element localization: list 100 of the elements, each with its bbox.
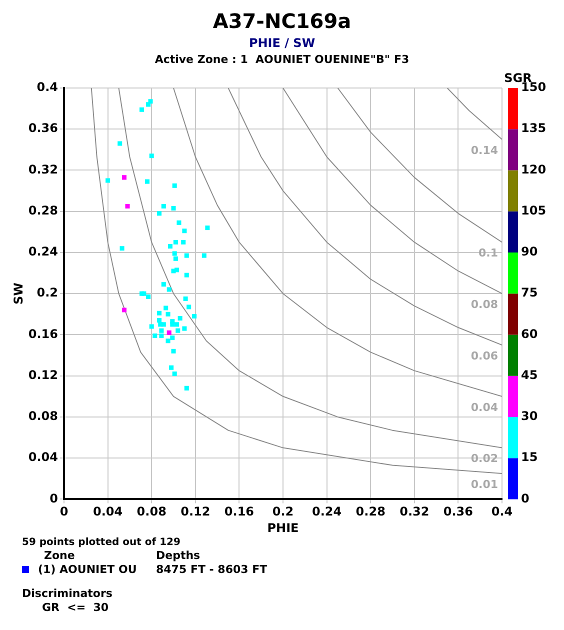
point xyxy=(184,386,189,390)
point xyxy=(146,102,151,107)
color-bar-label: 90 xyxy=(521,244,538,259)
y-tick-label: 0 xyxy=(50,491,58,506)
color-bar-label: 15 xyxy=(521,450,538,464)
point xyxy=(118,141,122,146)
series-label: 0.06 xyxy=(470,349,498,362)
point xyxy=(152,333,158,338)
point xyxy=(202,253,206,258)
x-tick-label: 0.32 xyxy=(400,504,430,519)
point xyxy=(182,228,187,234)
point xyxy=(149,324,154,329)
chart-subtitle: PHIE / SW xyxy=(248,35,316,52)
text: (1) AOUNIET OU xyxy=(38,563,138,577)
text: Active Zone : 1 AOUNIET OUENINE"B" F3 xyxy=(154,52,410,68)
point xyxy=(192,314,197,318)
color-bar-label: 30 xyxy=(521,409,538,424)
text: GR <= 30 xyxy=(42,601,110,615)
point xyxy=(181,240,186,244)
point xyxy=(106,178,110,183)
color-bar-label: 135 xyxy=(521,121,546,136)
series-label: 0.02 xyxy=(470,452,498,466)
x-tick-label: 0.4 xyxy=(491,504,513,519)
color-bar-label: 75 xyxy=(521,286,538,300)
point xyxy=(166,312,170,316)
point xyxy=(157,310,162,316)
point xyxy=(125,204,130,208)
point xyxy=(122,308,126,312)
point xyxy=(174,268,180,272)
y-axis-title: SW xyxy=(11,282,26,305)
point xyxy=(139,107,144,112)
point xyxy=(168,244,172,249)
point xyxy=(164,306,168,310)
point xyxy=(169,365,174,370)
y-tick-label: 0.08 xyxy=(28,409,58,424)
y-tick-label: 0.32 xyxy=(28,162,58,176)
point xyxy=(149,154,154,158)
point xyxy=(166,287,172,292)
x-tick-label: 0.2 xyxy=(272,504,294,519)
text: Depths xyxy=(156,549,202,563)
color-bar-label: 45 xyxy=(521,368,538,382)
series-label: 0.04 xyxy=(470,400,498,414)
point xyxy=(174,322,180,327)
x-tick-label: 0.12 xyxy=(180,504,210,519)
x-tick-label: 0.28 xyxy=(356,504,386,519)
y-tick-label: 0.04 xyxy=(28,450,58,464)
point xyxy=(159,328,164,333)
x-tick-label: 0.04 xyxy=(93,504,123,519)
y-tick-label: 0.28 xyxy=(28,203,58,218)
point xyxy=(166,338,170,344)
chart-title: A37-NC169a xyxy=(212,8,352,34)
x-axis-title: PHIE xyxy=(267,520,299,535)
point xyxy=(159,333,164,338)
color-bar-label: 0 xyxy=(521,491,530,506)
point xyxy=(161,282,166,287)
y-tick-label: 0.24 xyxy=(28,244,58,259)
text: Zone xyxy=(43,549,76,563)
color-bar-label: 120 xyxy=(521,162,546,176)
y-tick-label: 0.4 xyxy=(36,80,58,94)
point xyxy=(172,372,177,376)
point xyxy=(176,328,180,333)
point xyxy=(171,348,176,354)
y-tick-label: 0.16 xyxy=(28,326,58,341)
point xyxy=(178,316,182,321)
point xyxy=(170,322,175,327)
point xyxy=(157,211,162,216)
point xyxy=(157,318,162,323)
point xyxy=(183,296,188,302)
text: Discriminators xyxy=(22,587,114,601)
x-tick-label: 0.36 xyxy=(443,504,474,519)
series-label: 0.14 xyxy=(470,144,498,157)
series-label: 0.08 xyxy=(470,298,498,311)
point xyxy=(166,330,172,335)
point xyxy=(171,206,176,211)
text: 8475 FT - 8603 FT xyxy=(156,563,268,577)
point xyxy=(144,179,150,184)
y-tick-label: 0.12 xyxy=(28,368,58,382)
color-bar-label: 105 xyxy=(521,203,546,218)
point xyxy=(172,183,177,188)
point xyxy=(186,304,192,310)
x-tick-label: 0 xyxy=(60,504,68,519)
x-tick-label: 0.08 xyxy=(136,504,166,519)
series-label: 0.01 xyxy=(470,478,498,491)
x-tick-label: 0.24 xyxy=(312,504,342,519)
point xyxy=(172,251,177,256)
text: 59 points plotted out of 129 xyxy=(22,536,182,549)
point xyxy=(176,220,182,225)
point xyxy=(161,204,166,208)
point xyxy=(205,226,210,230)
point xyxy=(173,240,178,244)
point xyxy=(182,326,187,331)
point xyxy=(161,322,166,327)
y-tick-label: 0.2 xyxy=(36,286,58,300)
x-tick-label: 0.16 xyxy=(224,504,254,519)
point xyxy=(122,175,126,180)
color-bar-label: 60 xyxy=(521,326,538,341)
point xyxy=(120,246,124,251)
point xyxy=(170,336,175,340)
y-tick-label: 0.36 xyxy=(28,121,58,136)
series-label: 0.1 xyxy=(478,246,498,260)
